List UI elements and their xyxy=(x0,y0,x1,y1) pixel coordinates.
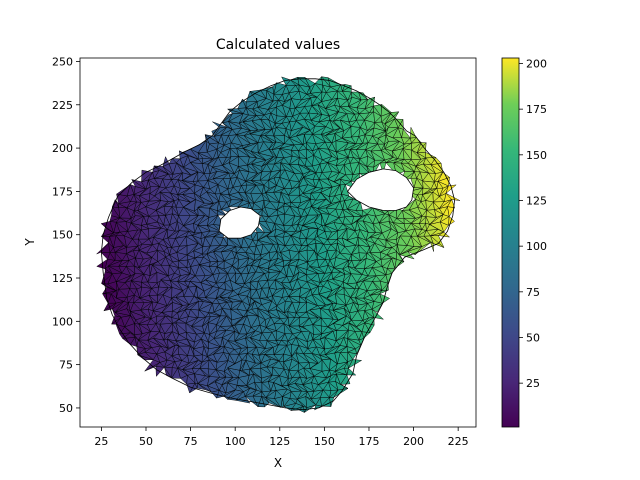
colorbar-tick-label: 200 xyxy=(526,57,547,70)
x-tick-label: 50 xyxy=(139,435,153,448)
mesh-triangle xyxy=(341,184,350,197)
mesh-triangle xyxy=(304,77,316,88)
mesh-triangle xyxy=(430,242,434,252)
colorbar-tick-label: 50 xyxy=(526,331,540,344)
mesh-triangle xyxy=(416,142,427,154)
chart-title: Calculated values xyxy=(216,37,340,53)
colorbar-tick-label: 25 xyxy=(526,377,540,390)
mesh-triangle xyxy=(384,111,400,125)
y-tick-label: 50 xyxy=(59,402,73,415)
mesh-triangle xyxy=(445,184,457,194)
colorbar-tick-label: 100 xyxy=(526,240,547,253)
x-axis-label: X xyxy=(274,456,282,470)
x-tick-label: 125 xyxy=(269,435,290,448)
colorbar: 25 50 75 100 125 150 175 200 xyxy=(501,57,547,428)
plot-area xyxy=(79,57,477,428)
x-tick-label: 75 xyxy=(184,435,198,448)
colorbar-tick-label: 75 xyxy=(526,286,540,299)
mesh-triangle xyxy=(162,156,170,167)
y-tick-label: 175 xyxy=(52,185,73,198)
y-axis-ticks: 50 75 100 125 150 175 200 225 250 xyxy=(52,55,80,415)
x-tick-label: 25 xyxy=(94,435,108,448)
y-tick-label: 125 xyxy=(52,272,73,285)
mesh-triangle xyxy=(448,216,455,226)
x-tick-label: 200 xyxy=(403,435,424,448)
x-tick-label: 175 xyxy=(358,435,379,448)
y-tick-label: 200 xyxy=(52,142,73,155)
mesh-triangle xyxy=(394,118,404,128)
x-tick-label: 100 xyxy=(225,435,246,448)
x-tick-label: 225 xyxy=(448,435,469,448)
mesh-triangle xyxy=(437,172,450,182)
y-tick-label: 150 xyxy=(52,229,73,242)
mesh-triangle xyxy=(364,96,375,110)
y-tick-label: 250 xyxy=(52,55,73,68)
mesh-triangle xyxy=(371,308,384,320)
colorbar-tick-label: 125 xyxy=(526,194,547,207)
outer-boundary xyxy=(100,78,456,411)
mesh-hole xyxy=(218,206,261,239)
mesh-triangle xyxy=(445,193,461,201)
mesh-triangle xyxy=(223,237,229,246)
mesh-triangle xyxy=(355,201,363,211)
colorbar-tick-label: 150 xyxy=(526,149,547,162)
mesh-triangle xyxy=(222,113,233,124)
y-tick-label: 225 xyxy=(52,99,73,112)
y-tick-label: 75 xyxy=(59,359,73,372)
y-tick-label: 100 xyxy=(52,315,73,328)
colorbar-gradient xyxy=(502,58,519,427)
mesh-triangle xyxy=(273,82,287,95)
mesh-hole xyxy=(347,168,415,211)
triangle-mesh xyxy=(96,76,461,413)
x-axis-ticks: 25 50 75 100 125 150 175 200 225 xyxy=(94,427,469,448)
mesh-triangle xyxy=(212,121,228,128)
mesh-triangle xyxy=(401,129,411,139)
mesh-triangle xyxy=(447,199,455,208)
y-axis-label: Y xyxy=(23,238,37,247)
mesh-triangle xyxy=(141,169,153,183)
colorbar-frame xyxy=(501,57,520,428)
colorbar-ticks: 25 50 75 100 125 150 175 200 xyxy=(519,57,547,390)
axes-frame xyxy=(79,57,477,428)
x-tick-label: 150 xyxy=(314,435,335,448)
colorbar-tick-label: 175 xyxy=(526,103,547,116)
mesh-triangle xyxy=(362,207,373,215)
